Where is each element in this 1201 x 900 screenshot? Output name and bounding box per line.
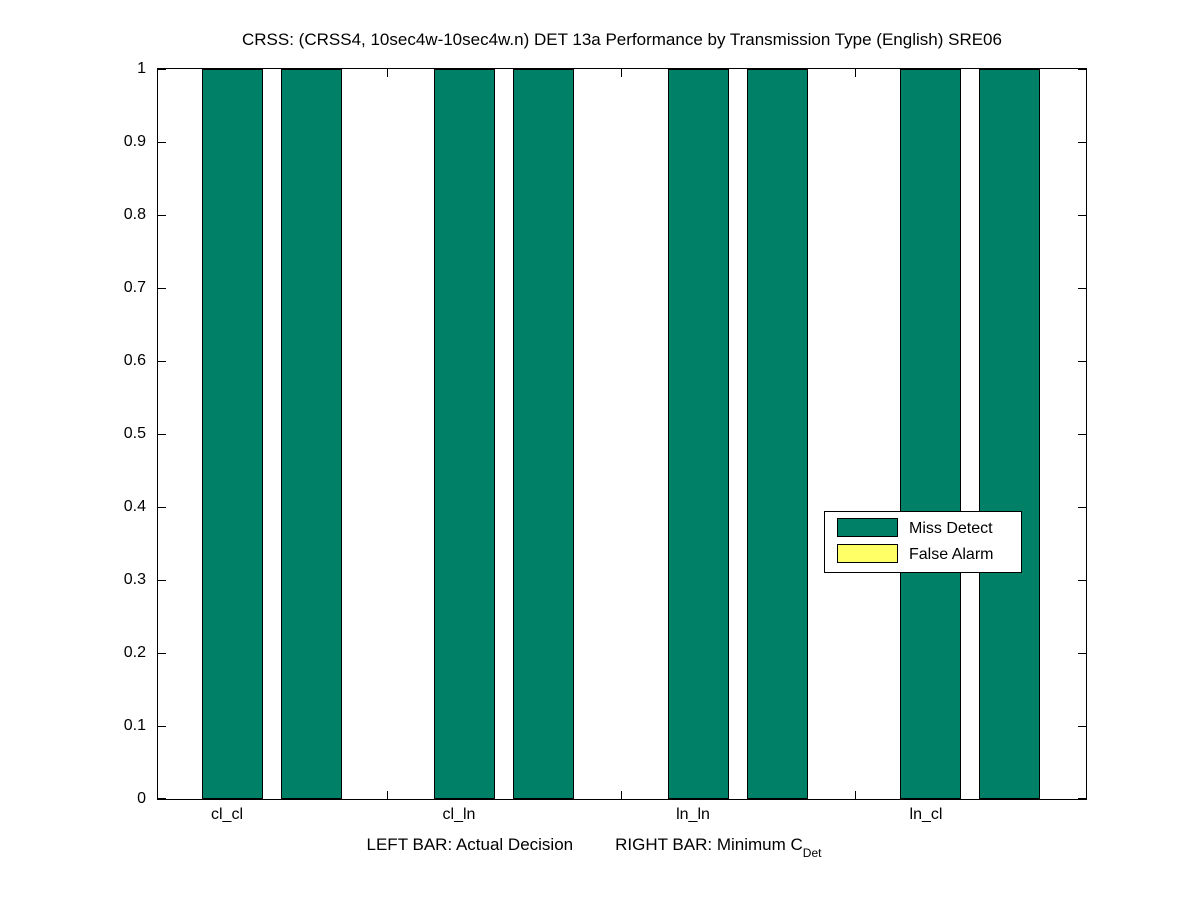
y-tick-mark <box>1078 142 1086 143</box>
plot-area <box>157 68 1087 800</box>
legend: Miss Detect False Alarm <box>824 511 1022 573</box>
y-tick-mark <box>158 69 166 70</box>
bar-cl_cl-right-miss-detect <box>280 69 342 799</box>
y-tick-mark <box>1078 434 1086 435</box>
y-tick-mark <box>1078 653 1086 654</box>
y-axis-tick-label: 0.3 <box>123 571 146 588</box>
y-axis-tick-label: 0.1 <box>123 717 146 734</box>
y-tick-mark <box>158 726 166 727</box>
x-axis-label-left: LEFT BAR: Actual Decision <box>366 835 574 854</box>
y-axis-tick-label: 0.4 <box>123 498 146 515</box>
y-tick-mark <box>158 653 166 654</box>
x-axis-label: LEFT BAR: Actual Decision RIGHT BAR: Mini… <box>157 835 1031 860</box>
x-tick-mark <box>621 791 622 799</box>
y-tick-mark <box>158 142 166 143</box>
bar-ln_cl-left-miss-detect <box>900 69 961 799</box>
bar-cl_cl-left-miss-detect <box>201 69 263 799</box>
x-axis-category-label-ln_ln: ln_ln <box>676 806 710 823</box>
bar-cl_ln-left-miss-detect <box>434 69 495 799</box>
chart-title: CRSS: (CRSS4, 10sec4w-10sec4w.n) DET 13a… <box>242 30 1002 49</box>
x-axis-category-label-ln_cl: ln_cl <box>909 806 943 823</box>
bar-ln_cl-right-miss-detect <box>979 69 1040 799</box>
y-tick-mark <box>158 215 166 216</box>
bar-ln_ln-left-miss-detect <box>667 69 729 799</box>
legend-label-miss-detect: Miss Detect <box>909 520 993 537</box>
y-axis-tick-label: 0.8 <box>123 206 146 223</box>
bar-cl_ln-right-miss-detect <box>513 69 574 799</box>
y-tick-mark <box>1078 726 1086 727</box>
bar-ln_ln-right-miss-detect <box>746 69 808 799</box>
y-tick-mark <box>1078 215 1086 216</box>
y-axis-tick-label: 0.2 <box>123 644 146 661</box>
legend-swatch-miss-detect <box>837 518 898 537</box>
y-tick-mark <box>158 580 166 581</box>
x-tick-mark <box>621 69 622 77</box>
x-axis-category-label-cl_cl: cl_cl <box>210 806 243 823</box>
y-tick-mark <box>1078 507 1086 508</box>
x-axis-label-subscript: Det <box>802 846 822 860</box>
x-axis-category-label-cl_ln: cl_ln <box>442 806 476 823</box>
y-axis-tick-label: 0.6 <box>123 352 146 369</box>
y-tick-mark <box>158 434 166 435</box>
y-tick-mark <box>158 507 166 508</box>
x-axis-label-right: RIGHT BAR: Minimum C <box>615 835 803 854</box>
y-axis-tick-label: 1 <box>137 60 146 77</box>
y-tick-mark <box>1078 361 1086 362</box>
y-tick-mark <box>1078 288 1086 289</box>
y-tick-mark <box>158 288 166 289</box>
x-tick-mark <box>387 69 388 77</box>
y-axis-tick-label: 0.5 <box>123 425 146 442</box>
y-tick-mark <box>158 798 166 799</box>
y-axis-tick-label: 0 <box>137 790 146 807</box>
y-tick-mark <box>158 361 166 362</box>
x-tick-mark <box>855 69 856 77</box>
y-tick-mark <box>1078 798 1086 799</box>
y-axis-tick-label: 0.7 <box>123 279 146 296</box>
x-tick-mark <box>387 791 388 799</box>
legend-swatch-false-alarm <box>837 544 898 563</box>
legend-label-false-alarm: False Alarm <box>909 546 994 563</box>
y-tick-mark <box>1078 69 1086 70</box>
x-tick-mark <box>855 791 856 799</box>
y-axis-tick-label: 0.9 <box>123 133 146 150</box>
y-tick-mark <box>1078 580 1086 581</box>
